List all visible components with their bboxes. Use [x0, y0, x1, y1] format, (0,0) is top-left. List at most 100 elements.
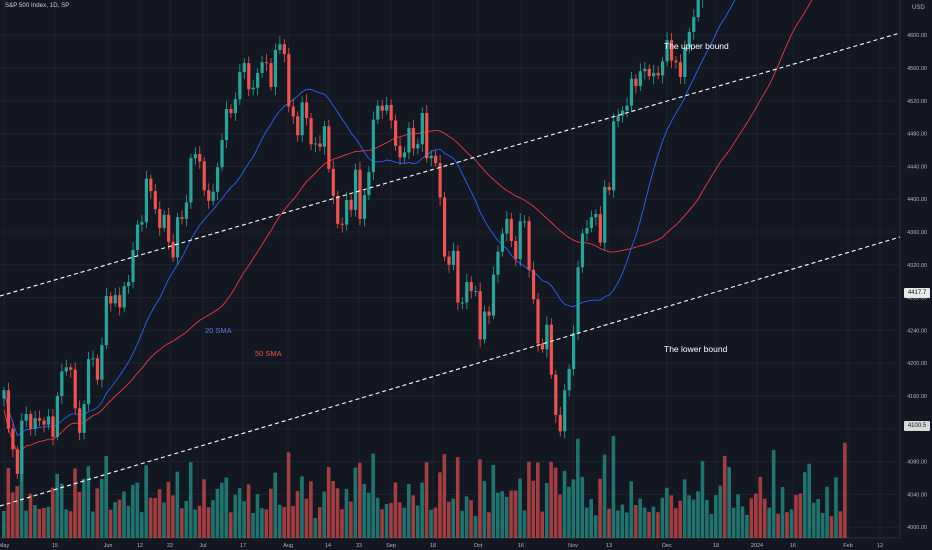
candle-body [184, 202, 189, 219]
candle-body [692, 17, 696, 32]
volume-bar [656, 512, 660, 538]
candle-body [296, 116, 300, 136]
volume-bar [304, 498, 309, 538]
candle-body [216, 167, 220, 192]
candle-body [91, 358, 95, 360]
candle-body [305, 102, 309, 119]
candle-body [100, 345, 104, 380]
x-tick-label: 18 [713, 543, 719, 549]
volume-bar [317, 507, 322, 538]
candle-body [109, 295, 113, 304]
volume-bar [384, 504, 389, 538]
volume-bar [91, 511, 95, 538]
candle-body [616, 115, 620, 122]
volume-bar [794, 494, 798, 538]
volume-bar [625, 512, 629, 538]
y-tick-label: 4040.00 [907, 492, 927, 498]
y-tick-label: 4200.00 [907, 361, 927, 367]
candle-body [540, 343, 545, 350]
candle-body [478, 291, 482, 340]
volume-bar [366, 492, 371, 538]
candle-body [158, 209, 162, 228]
volume-bar [277, 504, 282, 538]
volume-bar [295, 491, 300, 538]
candle-body [273, 49, 278, 87]
price-axis [900, 0, 932, 550]
volume-bar [233, 494, 237, 538]
volume-bar [349, 501, 353, 538]
candle-body [469, 282, 473, 292]
volume-bar [745, 514, 749, 538]
volume-bar [166, 482, 171, 538]
volume-bar [718, 485, 723, 538]
candle-body [500, 233, 504, 252]
volume-bar [647, 511, 651, 538]
symbol-title: S&P 500 Index, 1D, SP [5, 3, 70, 9]
volume-bar [206, 507, 211, 538]
candle-body [487, 311, 491, 316]
y-tick-label: 4000.00 [907, 525, 927, 531]
candle-body [620, 110, 625, 116]
candle-body [638, 71, 642, 87]
upper-bound-line [0, 32, 901, 297]
volume-bar [10, 492, 15, 538]
candle-body [38, 418, 42, 421]
volume-bar [785, 512, 789, 538]
volume-bar [15, 486, 19, 538]
volume-bar [362, 483, 367, 538]
sma20-label: 20 SMA [205, 326, 232, 335]
volume-bar [611, 436, 616, 538]
volume-bar [273, 472, 278, 538]
candle-body [251, 87, 255, 90]
volume-bar [95, 488, 100, 538]
volume-bar [73, 468, 77, 538]
volume-bar [549, 461, 553, 538]
x-tick-label: May [0, 543, 9, 549]
volume-bar [736, 494, 740, 538]
volume-bar [691, 499, 696, 538]
candle-body [425, 113, 429, 159]
volume-bar [487, 512, 491, 538]
y-tick-label: 4520.00 [907, 99, 927, 105]
volume-bar [473, 515, 478, 538]
volume-bar [300, 476, 304, 538]
volume-bar [638, 498, 642, 538]
candle-body [527, 221, 531, 270]
volume-bar [50, 487, 55, 538]
volume-bar [46, 506, 51, 538]
volume-bar [215, 488, 220, 538]
x-tick-label: 16 [518, 543, 524, 549]
candle-body [64, 367, 68, 372]
y-tick-label: 4280.00 [907, 296, 927, 302]
y-tick-label: 4600.00 [907, 33, 927, 39]
volume-bar [616, 510, 620, 538]
candle-body [269, 63, 273, 87]
volume-bar [602, 454, 607, 538]
candle-body [438, 163, 442, 198]
volume-bar [326, 467, 331, 538]
candle-body [376, 105, 380, 120]
x-tick-label: 16 [790, 543, 796, 549]
volume-bar [816, 498, 820, 538]
candle-body [536, 299, 540, 344]
volume-bar [126, 505, 131, 538]
volume-bar [211, 500, 215, 538]
candle-body [264, 62, 269, 64]
candle-body [282, 44, 286, 55]
y-tick-label: 4160.00 [907, 394, 927, 400]
x-tick-label: 22 [167, 543, 173, 549]
candle-body [167, 214, 171, 242]
y-tick-label: 4320.00 [907, 263, 927, 269]
candle-body [131, 250, 135, 283]
candle-body [153, 191, 157, 210]
volume-bar [629, 481, 634, 538]
volume-bar [673, 508, 678, 538]
volume-bar [375, 497, 380, 538]
candle-body [171, 241, 175, 258]
volume-bar [803, 472, 807, 538]
candle-body [442, 197, 447, 257]
candle-body [73, 369, 77, 409]
